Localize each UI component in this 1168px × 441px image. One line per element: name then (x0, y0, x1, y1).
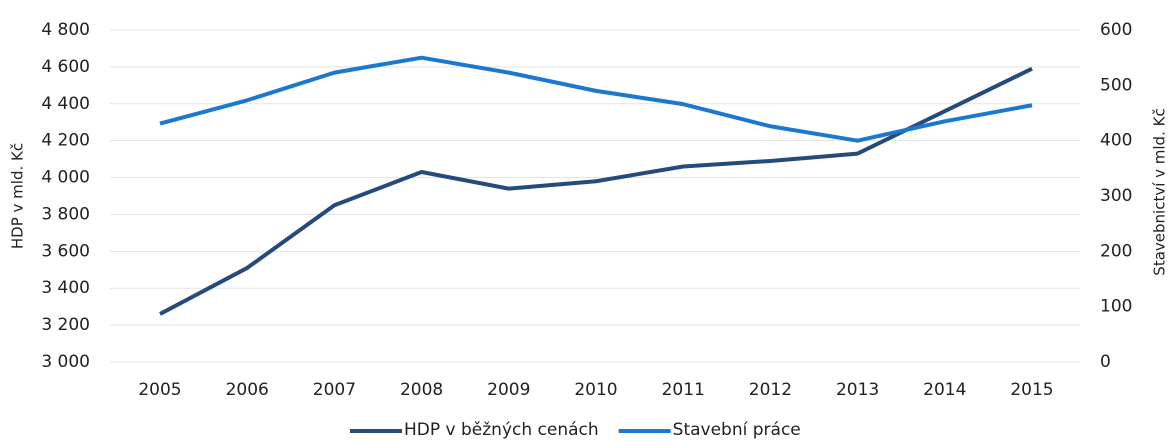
y-tick-label: 4 000 (41, 168, 90, 188)
x-tick-label: 2005 (138, 380, 181, 400)
y2-tick-label: 300 (1100, 186, 1132, 206)
y-tick-label: 4 200 (41, 131, 90, 151)
x-tick-label: 2011 (662, 380, 705, 400)
y2-axis-label: Stavebnictví v mld. Kč (1151, 108, 1168, 275)
x-tick-label: 2013 (836, 380, 879, 400)
legend-label: HDP v běžných cenách (404, 420, 599, 440)
y-tick-label: 4 600 (41, 57, 90, 77)
series-line (159, 66, 1033, 316)
series-line (159, 55, 1033, 143)
y-tick-label: 3 600 (41, 241, 90, 261)
y-tick-label: 4 800 (41, 20, 90, 40)
x-tick-label: 2015 (1010, 380, 1053, 400)
y2-tick-label: 100 (1100, 297, 1132, 317)
x-tick-label: 2008 (400, 380, 443, 400)
x-tick-label: 2012 (749, 380, 792, 400)
y2-tick-label: 0 (1100, 352, 1111, 372)
y-tick-label: 3 800 (41, 204, 90, 224)
y-axis-label: HDP v mld. Kč (9, 143, 27, 249)
legend-label: Stavební práce (673, 420, 801, 440)
y-tick-label: 4 400 (41, 94, 90, 114)
x-tick-label: 2010 (574, 380, 617, 400)
x-tick-label: 2007 (313, 380, 356, 400)
y2-tick-label: 600 (1100, 20, 1132, 40)
y-tick-label: 3 400 (41, 278, 90, 298)
y2-tick-label: 400 (1100, 131, 1132, 151)
y-tick-label: 3 000 (41, 352, 90, 372)
y-tick-label: 3 200 (41, 315, 90, 335)
x-tick-label: 2014 (923, 380, 966, 400)
x-tick-label: 2009 (487, 380, 530, 400)
x-tick-label: 2006 (226, 380, 269, 400)
y2-tick-label: 500 (1100, 75, 1132, 95)
y2-tick-label: 200 (1100, 241, 1132, 261)
